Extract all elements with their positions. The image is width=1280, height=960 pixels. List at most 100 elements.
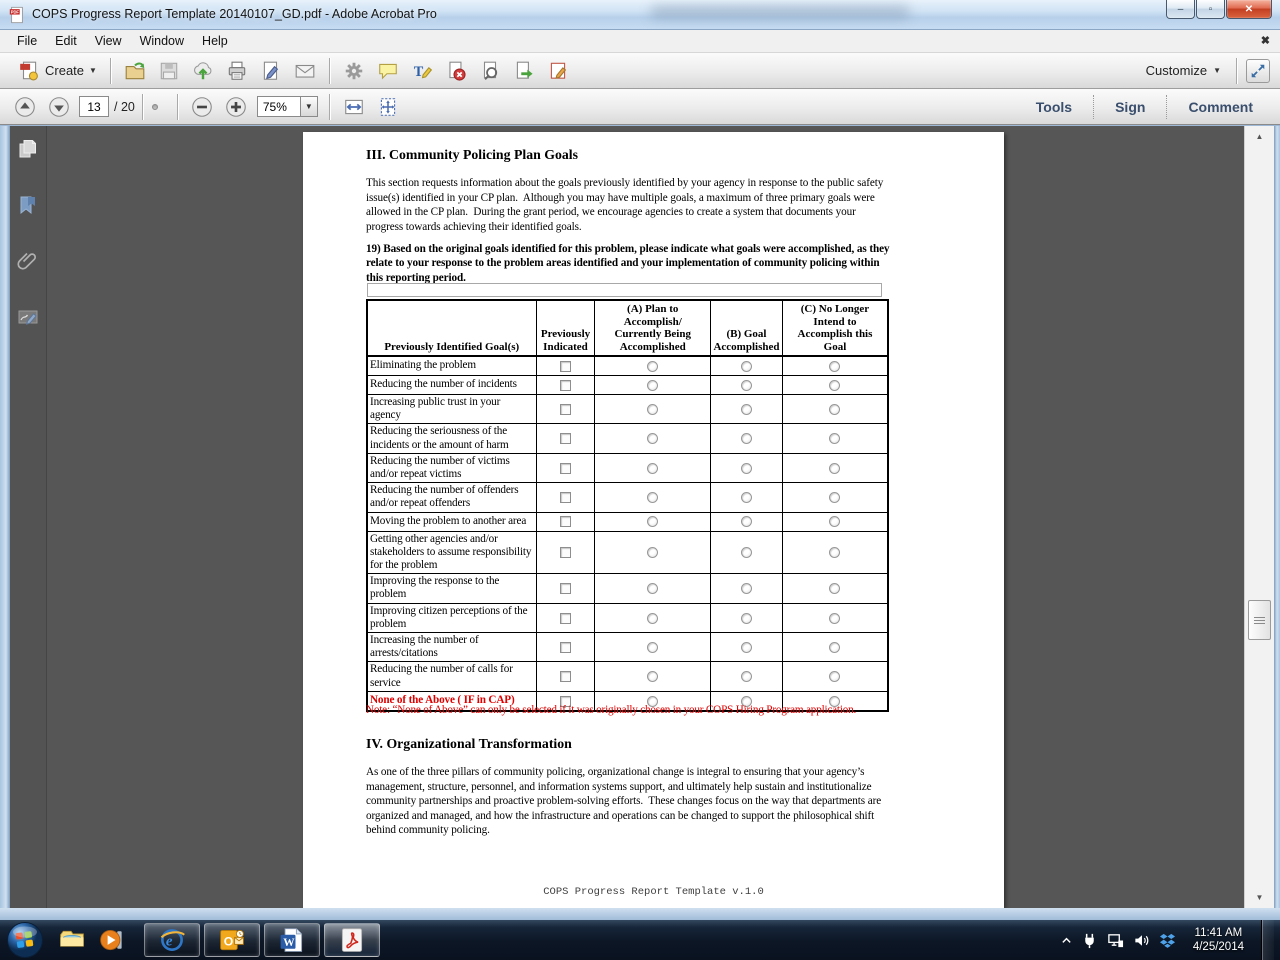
close-button[interactable]: ✕	[1226, 0, 1272, 19]
goal-status-radio-c[interactable]	[829, 671, 841, 683]
menu-item-help[interactable]: Help	[202, 34, 228, 48]
minimize-button[interactable]: –	[1166, 0, 1195, 19]
maximize-button[interactable]: ▫	[1196, 0, 1225, 19]
taskbar-internet-explorer-button[interactable]: e	[144, 923, 200, 957]
goal-status-radio-a[interactable]	[647, 433, 659, 445]
delete-page-button[interactable]	[442, 57, 470, 85]
save-button[interactable]	[155, 57, 183, 85]
attachments-panel-button[interactable]	[15, 248, 41, 274]
goal-status-radio-b[interactable]	[740, 462, 752, 474]
zoom-out-button[interactable]	[188, 93, 216, 121]
previously-indicated-checkbox[interactable]	[559, 492, 571, 504]
fit-width-button[interactable]	[340, 93, 368, 121]
menu-item-window[interactable]: Window	[139, 34, 185, 48]
start-orb-icon[interactable]	[6, 921, 44, 959]
goal-status-radio-b[interactable]	[740, 360, 752, 372]
goal-status-radio-c[interactable]	[829, 433, 841, 445]
goal-status-radio-b[interactable]	[740, 695, 752, 707]
previously-indicated-checkbox[interactable]	[559, 671, 571, 683]
page-thumbnails-panel-button[interactable]	[15, 136, 41, 162]
goal-status-radio-b[interactable]	[740, 642, 752, 654]
goal-status-radio-c[interactable]	[829, 695, 841, 707]
export-page-button[interactable]	[510, 57, 538, 85]
goal-status-radio-a[interactable]	[647, 404, 659, 416]
upload-cloud-button[interactable]	[189, 57, 217, 85]
goal-status-radio-a[interactable]	[647, 612, 659, 624]
taskbar-explorer-icon[interactable]	[52, 920, 92, 960]
previous-page-button[interactable]	[11, 93, 39, 121]
previously-indicated-checkbox[interactable]	[559, 612, 571, 624]
menu-item-file[interactable]: File	[17, 34, 38, 48]
goal-status-radio-a[interactable]	[647, 583, 659, 595]
volume-icon[interactable]	[1133, 932, 1150, 949]
goal-status-radio-b[interactable]	[740, 516, 752, 528]
hidden-icons-caret[interactable]	[1061, 935, 1072, 946]
previously-indicated-checkbox[interactable]	[559, 642, 571, 654]
goal-status-radio-b[interactable]	[740, 379, 752, 391]
previously-indicated-checkbox[interactable]	[559, 404, 571, 416]
goal-status-radio-b[interactable]	[740, 612, 752, 624]
goal-status-radio-a[interactable]	[647, 516, 659, 528]
previously-indicated-checkbox[interactable]	[559, 379, 571, 391]
open-file-button[interactable]	[121, 57, 149, 85]
form-edit-button[interactable]	[544, 57, 572, 85]
scroll-up-icon[interactable]: ▲	[1255, 132, 1264, 141]
bookmarks-panel-button[interactable]	[15, 192, 41, 218]
goal-status-radio-a[interactable]	[647, 360, 659, 372]
previously-indicated-checkbox[interactable]	[559, 583, 571, 595]
hand-tool-button[interactable]	[162, 104, 168, 110]
goal-status-radio-a[interactable]	[647, 492, 659, 504]
vertical-scrollbar[interactable]: ▲ ▼	[1244, 126, 1274, 908]
goal-status-radio-c[interactable]	[829, 612, 841, 624]
goal-status-radio-c[interactable]	[829, 462, 841, 474]
create-button[interactable]: Create ▼	[12, 57, 103, 85]
goal-status-radio-b[interactable]	[740, 492, 752, 504]
goal-status-radio-b[interactable]	[740, 671, 752, 683]
network-icon[interactable]	[1107, 932, 1124, 949]
goal-status-radio-c[interactable]	[829, 547, 841, 559]
zoom-dropdown-button[interactable]: ▼	[300, 96, 318, 117]
page-search-button[interactable]	[476, 57, 504, 85]
goal-status-radio-c[interactable]	[829, 360, 841, 372]
previously-indicated-checkbox[interactable]	[559, 360, 571, 372]
previously-indicated-checkbox[interactable]	[559, 462, 571, 474]
next-page-button[interactable]	[45, 93, 73, 121]
select-tool-button[interactable]	[151, 103, 158, 110]
scrollbar-thumb[interactable]	[1248, 600, 1271, 640]
comment-bubble-button[interactable]	[374, 57, 402, 85]
zoom-level-input[interactable]	[256, 96, 301, 117]
show-desktop-button[interactable]	[1261, 920, 1274, 960]
goal-status-radio-c[interactable]	[829, 404, 841, 416]
goal-status-radio-a[interactable]	[647, 379, 659, 391]
menu-item-view[interactable]: View	[94, 34, 122, 48]
zoom-in-button[interactable]	[222, 93, 250, 121]
gear-button[interactable]	[340, 57, 368, 85]
taskbar-outlook-button[interactable]: O	[204, 923, 260, 957]
goal-status-radio-b[interactable]	[740, 433, 752, 445]
goal-status-radio-c[interactable]	[829, 642, 841, 654]
goal-status-radio-a[interactable]	[647, 547, 659, 559]
previously-indicated-checkbox[interactable]	[559, 433, 571, 445]
previously-indicated-checkbox[interactable]	[559, 695, 571, 707]
customize-button[interactable]: Customize ▼	[1138, 60, 1229, 81]
taskbar-acrobat-button[interactable]	[324, 923, 380, 957]
goal-status-radio-b[interactable]	[740, 583, 752, 595]
tab-comment[interactable]: Comment	[1188, 98, 1253, 115]
previously-indicated-checkbox[interactable]	[559, 516, 571, 528]
goal-status-radio-a[interactable]	[647, 462, 659, 474]
taskbar-media-player-icon[interactable]	[92, 920, 132, 960]
fullscreen-toggle-button[interactable]	[1246, 58, 1270, 83]
tab-sign[interactable]: Sign	[1115, 98, 1146, 115]
page-number-input[interactable]	[79, 96, 109, 117]
goal-status-radio-b[interactable]	[740, 547, 752, 559]
goal-status-radio-a[interactable]	[647, 671, 659, 683]
tab-tools[interactable]: Tools	[1035, 98, 1073, 115]
signatures-panel-button[interactable]	[15, 304, 41, 330]
goal-status-radio-a[interactable]	[647, 642, 659, 654]
menu-item-edit[interactable]: Edit	[55, 34, 77, 48]
goal-status-radio-c[interactable]	[829, 516, 841, 528]
taskbar-clock[interactable]: 11:41 AM 4/25/2014	[1185, 926, 1252, 954]
goal-status-radio-c[interactable]	[829, 583, 841, 595]
email-button[interactable]	[291, 57, 319, 85]
close-document-icon[interactable]: ✖	[1260, 35, 1270, 47]
